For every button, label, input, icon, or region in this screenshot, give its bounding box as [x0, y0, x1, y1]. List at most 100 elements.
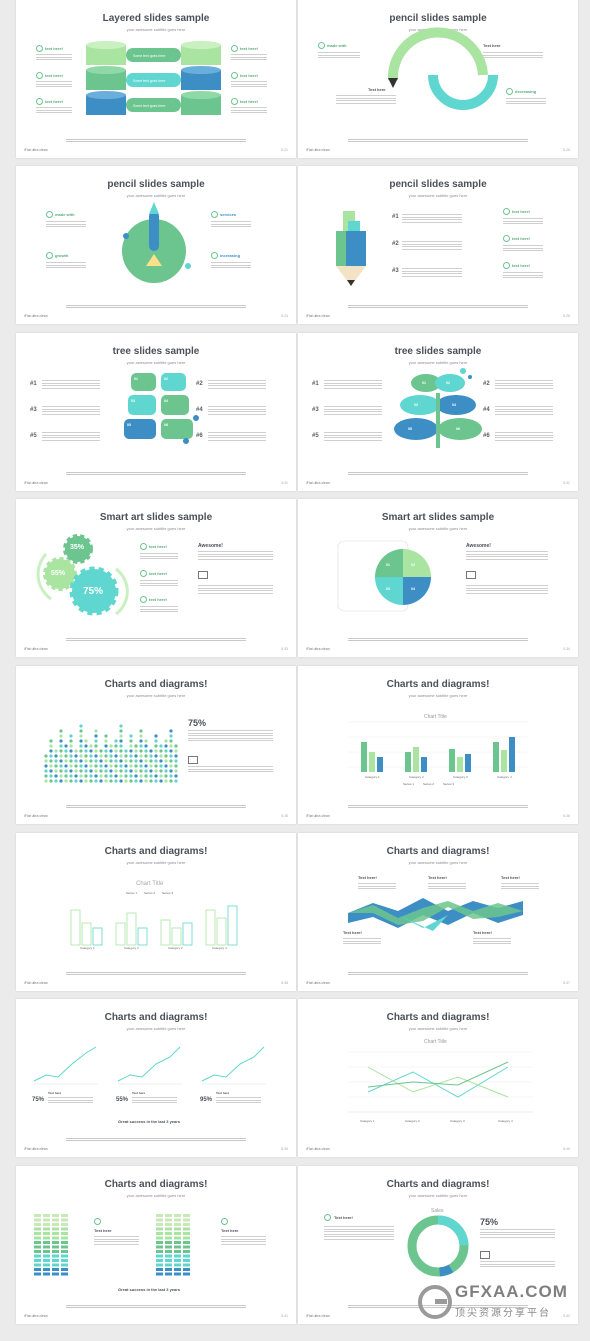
dot [139, 744, 143, 748]
stack-segment [34, 1232, 41, 1235]
label: text here! [240, 99, 259, 104]
stack-segment [43, 1259, 50, 1262]
slide-subtitle: your awesome subtitle goes here [408, 526, 468, 531]
bulb-icon [503, 262, 510, 269]
dot [174, 749, 178, 753]
label: made with [327, 43, 347, 48]
dot [59, 774, 63, 778]
dot [119, 754, 123, 758]
category-label: Category 1 [80, 946, 95, 950]
slide-tree-2[interactable]: tree slides sample your awesome subtitle… [298, 333, 578, 491]
slide-bar-chart[interactable]: Charts and diagrams! your awesome subtit… [298, 666, 578, 824]
dot [154, 769, 158, 773]
dot [119, 769, 123, 773]
dot [139, 739, 143, 743]
slide-pencil-stack[interactable]: pencil slides sample your awesome subtit… [298, 166, 578, 324]
bulb-icon [46, 252, 53, 259]
slide-outline-bars[interactable]: Charts and diagrams! your awesome subtit… [16, 833, 296, 991]
label: text here! [45, 73, 64, 78]
slide-stacked-bars[interactable]: Charts and diagrams! your awesome subtit… [16, 1166, 296, 1324]
legend-series: Series 3 [443, 782, 455, 786]
slide-gears[interactable]: Smart art slides sample your awesome sub… [16, 499, 296, 657]
stack-segment [156, 1250, 163, 1253]
slide-subtitle: your awesome subtitle goes here [126, 1193, 186, 1198]
stack-segment [34, 1259, 41, 1262]
dot [49, 769, 53, 773]
slide-layered[interactable]: Layered slides sample your awesome subti… [16, 0, 296, 158]
dot [79, 739, 83, 743]
label: decreasing [515, 89, 537, 94]
bulb-icon [140, 596, 147, 603]
dot [119, 734, 123, 738]
leaf-number: 03 [414, 403, 418, 407]
stack-segment [174, 1272, 181, 1276]
slide-subtitle: your awesome subtitle goes here [408, 1026, 468, 1031]
bulb-icon [36, 98, 43, 105]
page-number: 5.34 [563, 647, 570, 651]
leaf-number: 04 [164, 399, 168, 403]
slide-dots-chart[interactable]: Charts and diagrams! your awesome subtit… [16, 666, 296, 824]
slide-wave[interactable]: Charts and diagrams! your awesome subtit… [298, 833, 578, 991]
quadrant-number: 03 [386, 587, 390, 591]
percent: 95% [200, 1097, 213, 1103]
dot [164, 744, 168, 748]
stack-segment [34, 1214, 41, 1217]
dot [109, 754, 113, 758]
dot [99, 759, 103, 763]
slide-tree-1[interactable]: tree slides sample your awesome subtitle… [16, 333, 296, 491]
slide-title: Charts and diagrams! [386, 846, 490, 857]
stack-segment [34, 1227, 41, 1231]
dot [104, 744, 108, 748]
legend-series: Series 2 [144, 891, 156, 895]
slide-donut[interactable]: Charts and diagrams! your awesome subtit… [298, 1166, 578, 1324]
dot [114, 774, 118, 778]
slide-quadrant[interactable]: Smart art slides sample your awesome sub… [298, 499, 578, 657]
dot [139, 759, 143, 763]
dot [154, 754, 158, 758]
dot [99, 764, 103, 768]
step-number: #5 [312, 433, 319, 439]
slide-pencil-arc[interactable]: pencil slides sample your awesome subtit… [298, 0, 578, 158]
dot [159, 779, 163, 783]
stack-segment [34, 1245, 41, 1249]
stack-segment [156, 1223, 163, 1226]
leaf-number: 03 [131, 399, 135, 403]
slide-subtitle: your awesome subtitle goes here [126, 526, 186, 531]
dot [154, 749, 158, 753]
dot [154, 779, 158, 783]
dot [104, 774, 108, 778]
label: text here! [149, 544, 168, 549]
stack-segment [183, 1250, 190, 1253]
dot [144, 769, 148, 773]
dot [159, 764, 163, 768]
dot [169, 759, 173, 763]
dot [109, 769, 113, 773]
leaf-number: 01 [134, 377, 138, 381]
dot [139, 754, 143, 758]
slide-subtitle: your awesome subtitle goes here [408, 360, 468, 365]
slide-line-chart[interactable]: Charts and diagrams! your awesome subtit… [298, 999, 578, 1157]
slide-rocket[interactable]: pencil slides sample your awesome subtit… [16, 166, 296, 324]
stack-segment [61, 1254, 68, 1258]
dot [69, 749, 73, 753]
bar-text: Some text goes here [133, 79, 166, 83]
dot [144, 779, 148, 783]
slide-mini-lines[interactable]: Charts and diagrams! your awesome subtit… [16, 999, 296, 1157]
footer: iFlat ultra clean [24, 481, 48, 485]
stack-segment [34, 1241, 41, 1244]
label: Text here [216, 1091, 230, 1095]
big-percent: 75% [188, 718, 207, 728]
stack-segment [183, 1223, 190, 1226]
label: text here! [45, 99, 64, 104]
caption: Great success in the last 3 years [118, 1119, 181, 1124]
dot [144, 774, 148, 778]
dot [104, 769, 108, 773]
stack-segment [61, 1223, 68, 1226]
stack-segment [165, 1245, 172, 1249]
slide-subtitle: your awesome subtitle goes here [126, 193, 186, 198]
stack-segment [34, 1250, 41, 1253]
percent: 55% [116, 1097, 129, 1103]
category-label: Category 1 [360, 1119, 375, 1123]
dot [169, 754, 173, 758]
dot [99, 749, 103, 753]
